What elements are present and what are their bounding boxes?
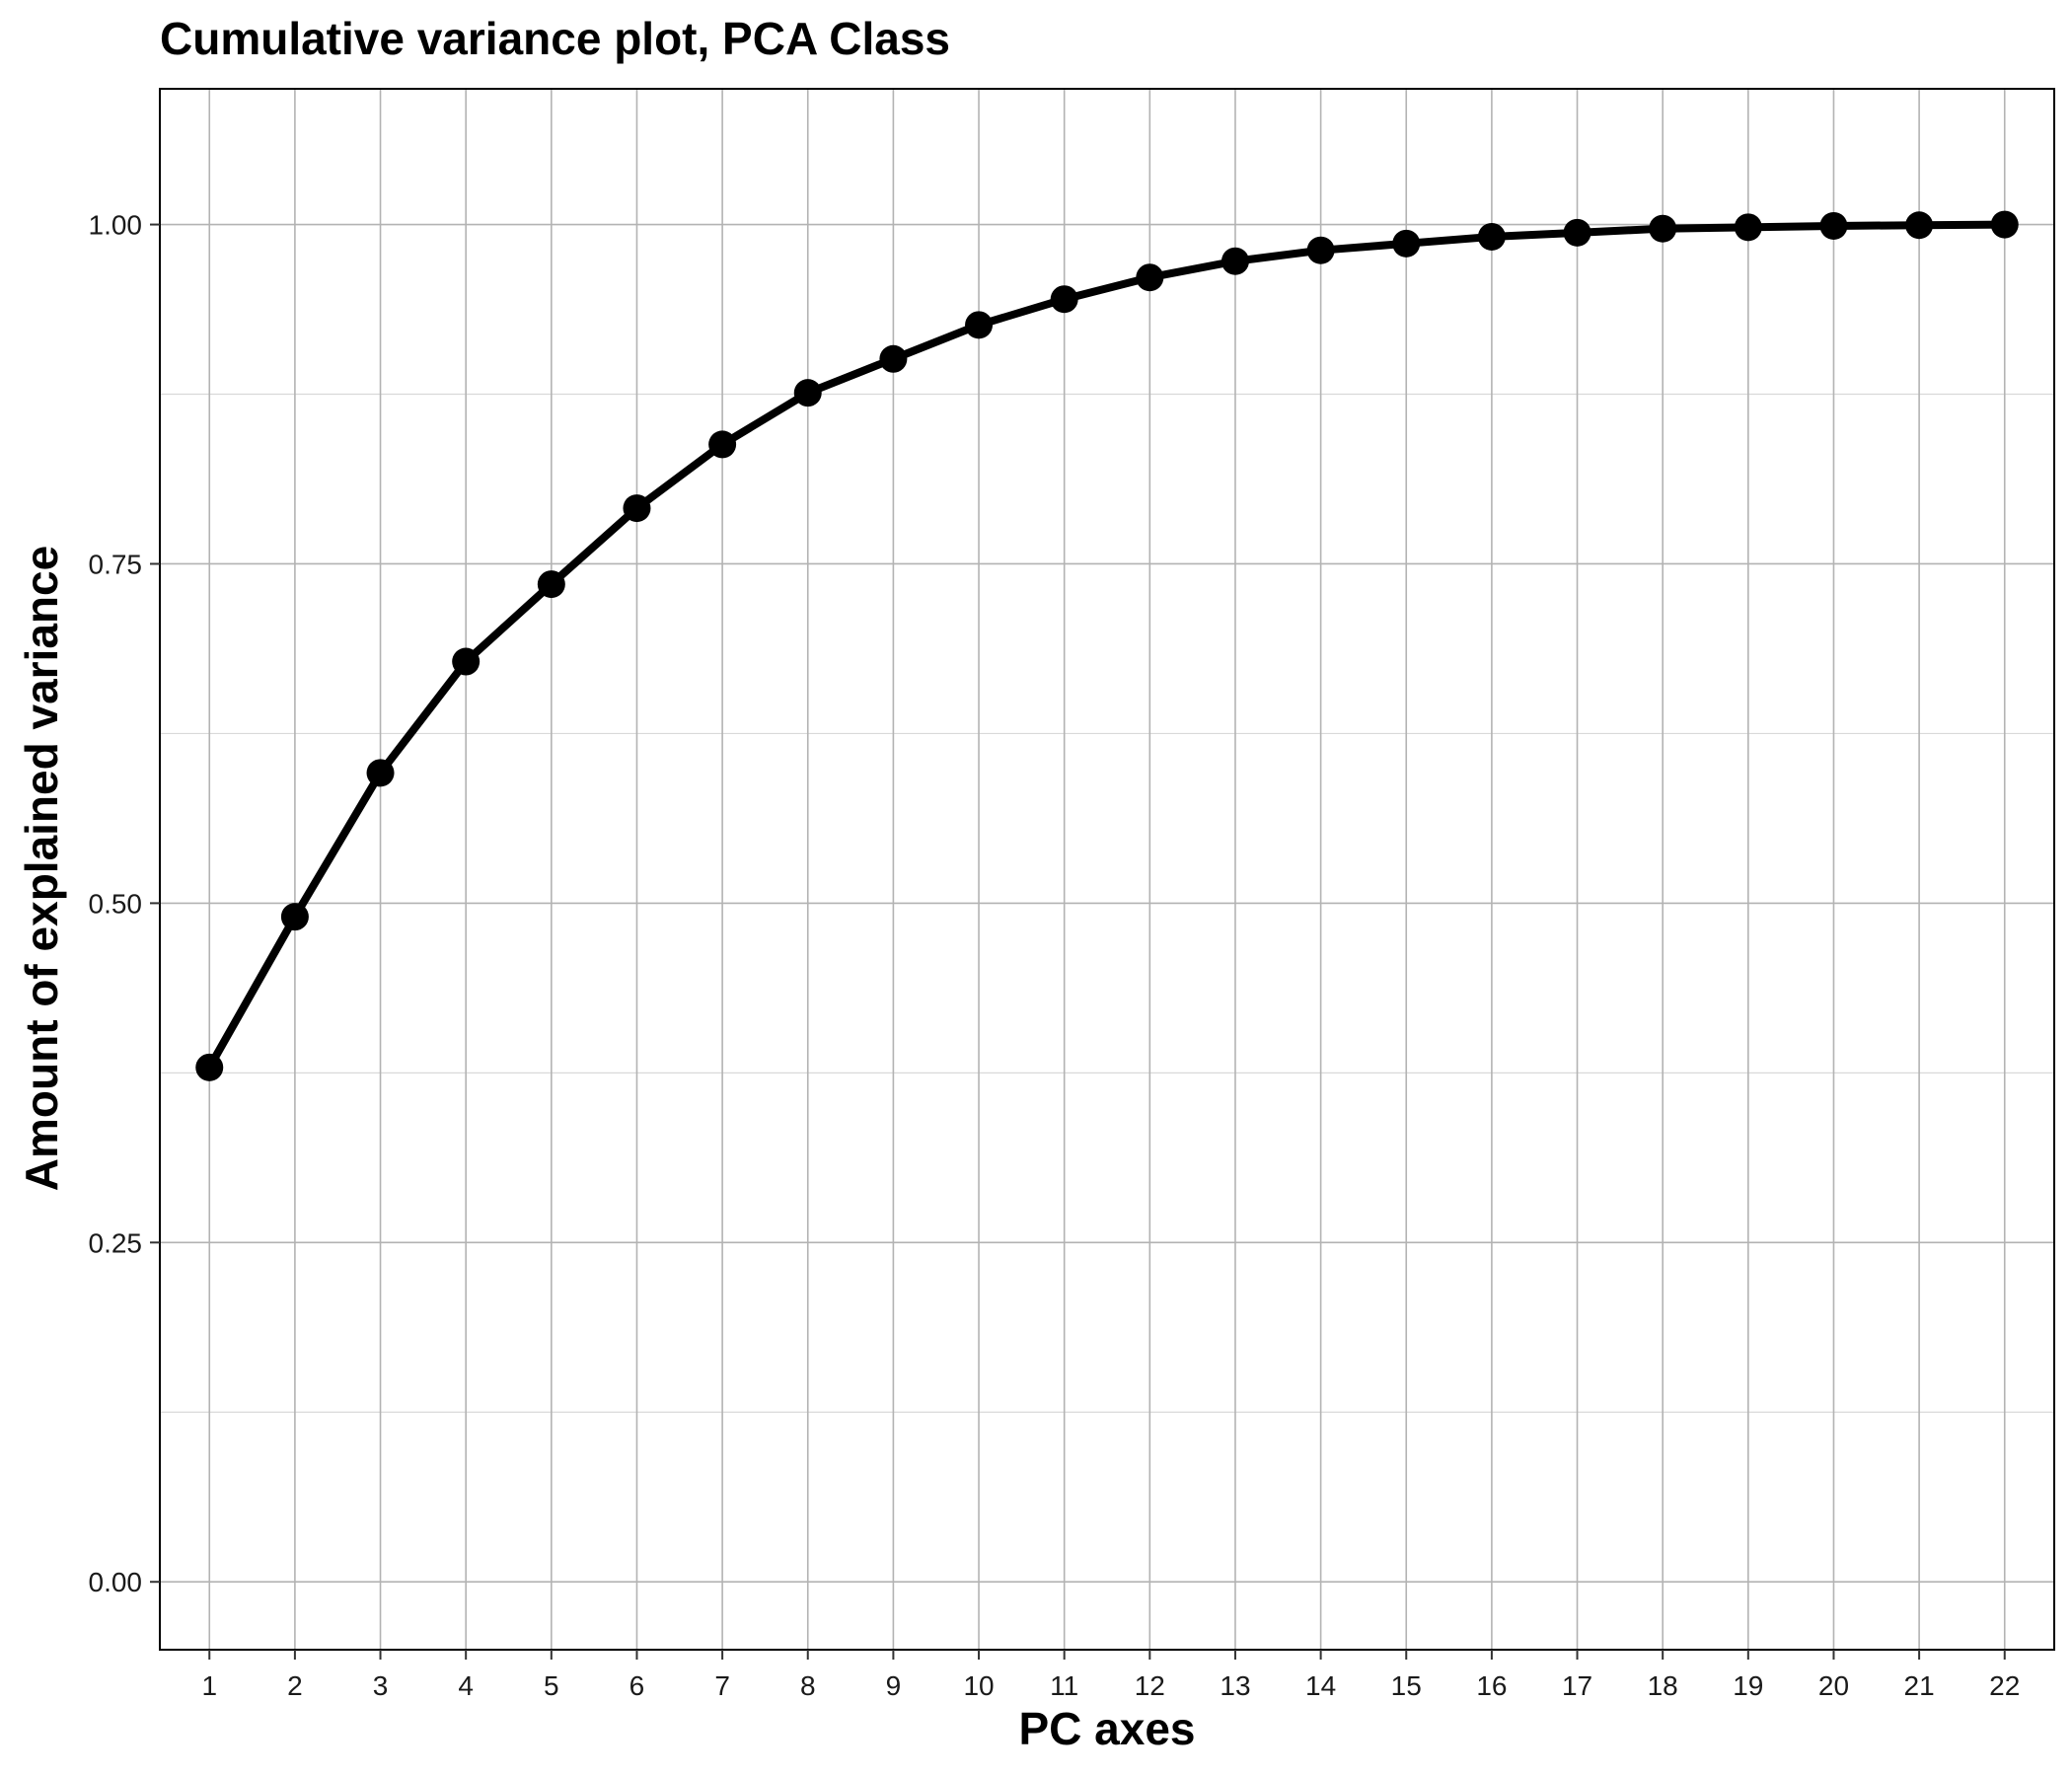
data-point (1905, 211, 1934, 240)
y-tick-label: 0.50 (89, 888, 143, 919)
x-tick-label: 16 (1476, 1670, 1507, 1701)
x-tick-label: 19 (1733, 1670, 1763, 1701)
data-point (879, 344, 908, 373)
data-point (366, 759, 395, 787)
x-tick-label: 4 (458, 1670, 474, 1701)
x-tick-label: 1 (201, 1670, 217, 1701)
data-point (1649, 214, 1677, 243)
x-tick-label: 14 (1305, 1670, 1336, 1701)
x-tick-label: 10 (963, 1670, 994, 1701)
x-tick-label: 22 (1989, 1670, 2020, 1701)
x-tick-label: 5 (544, 1670, 559, 1701)
data-point (1819, 211, 1848, 240)
data-point (965, 311, 994, 339)
plot-panel (160, 89, 2054, 1650)
data-point (793, 379, 822, 407)
x-tick-label: 2 (287, 1670, 303, 1701)
x-tick-label: 7 (714, 1670, 730, 1701)
x-tick-label: 9 (886, 1670, 902, 1701)
x-tick-label: 15 (1391, 1670, 1422, 1701)
data-point (1563, 218, 1591, 247)
x-tick-label: 13 (1220, 1670, 1250, 1701)
axis-ticks (150, 223, 2006, 1660)
data-point (623, 494, 651, 523)
y-tick-label: 1.00 (89, 210, 143, 241)
x-tick-label: 3 (373, 1670, 389, 1701)
data-point (1734, 213, 1762, 242)
data-point (452, 647, 481, 676)
x-tick-label: 18 (1648, 1670, 1678, 1701)
x-tick-label: 17 (1562, 1670, 1592, 1701)
plot-border (159, 88, 2055, 1651)
series-layer (159, 88, 2055, 1651)
data-point (1990, 210, 2019, 239)
tick-labels: 0.000.250.500.751.001 2 3 4 5 6 7 8 9 10 11 12 13 14 1… (89, 210, 2021, 1701)
data-point (708, 430, 737, 459)
data-point (1050, 285, 1078, 314)
y-tick-label: 0.00 (89, 1567, 143, 1597)
series-line (205, 220, 2009, 1072)
data-point (1477, 222, 1506, 251)
data-point (537, 570, 565, 599)
y-tick-label: 0.75 (89, 549, 143, 579)
x-tick-label: 12 (1135, 1670, 1165, 1701)
data-point (1306, 236, 1335, 264)
plot-background (160, 89, 2054, 1650)
grid-minor (160, 393, 2054, 1413)
x-tick-label: 8 (800, 1670, 816, 1701)
data-point (1392, 229, 1421, 258)
grid-major (160, 89, 2054, 1650)
data-point (195, 1053, 224, 1081)
x-tick-label: 20 (1818, 1670, 1849, 1701)
y-axis-title: Amount of explained variance (16, 546, 67, 1191)
data-point (1136, 263, 1164, 292)
data-point (280, 903, 309, 931)
x-axis-title: PC axes (1018, 1703, 1195, 1754)
x-tick-label: 21 (1904, 1670, 1935, 1701)
x-tick-label: 6 (629, 1670, 645, 1701)
x-tick-label: 11 (1050, 1670, 1078, 1701)
data-point (1221, 247, 1249, 275)
y-tick-label: 0.25 (89, 1227, 143, 1258)
chart-title: Cumulative variance plot, PCA Class (160, 13, 950, 64)
